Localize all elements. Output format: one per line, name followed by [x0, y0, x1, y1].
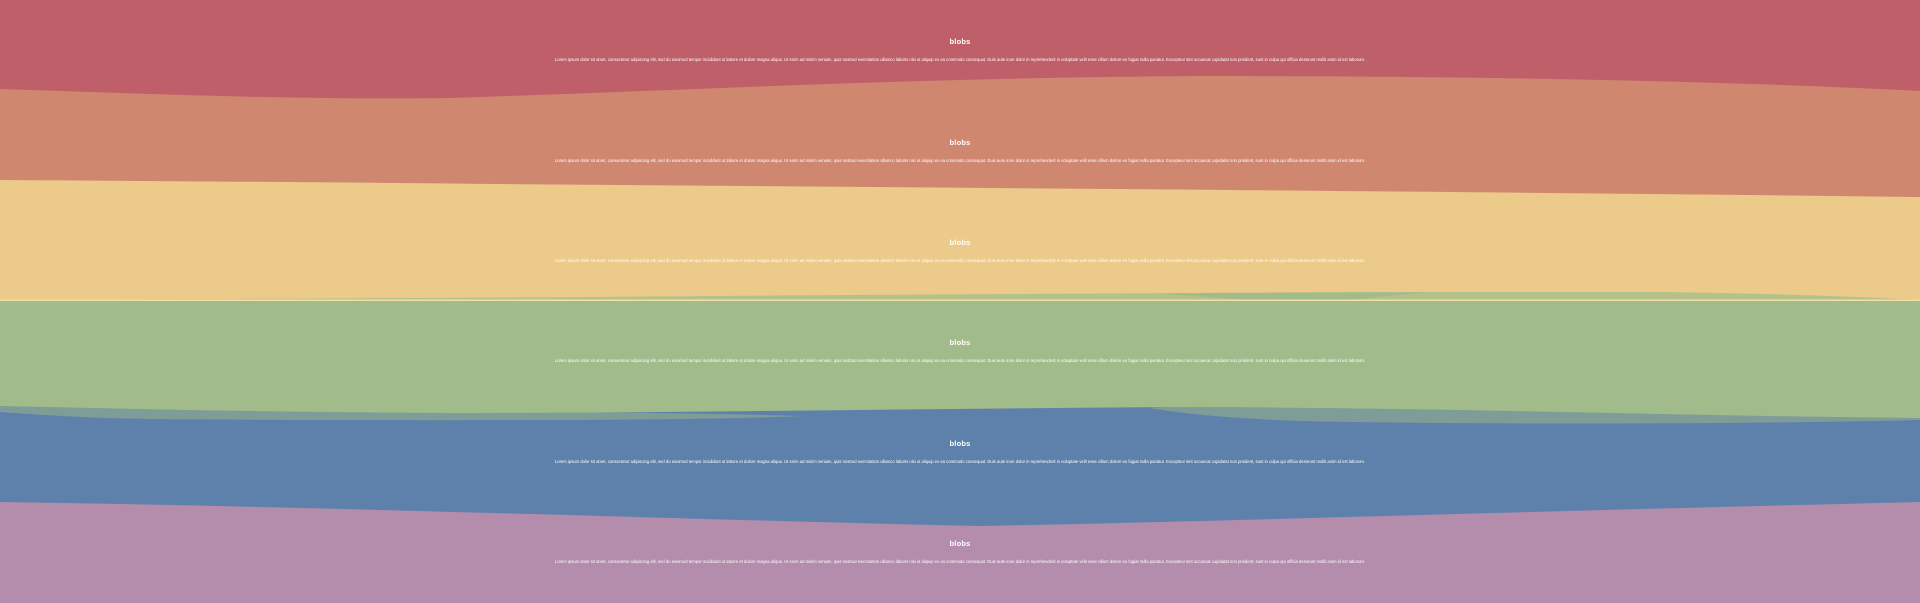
separator-line	[0, 299, 1920, 301]
section-1-title: blobs	[949, 37, 971, 46]
section-3-title: blobs	[949, 238, 971, 247]
section-1-text: Lorem ipsum dolor sit amet, consectetur …	[554, 57, 1366, 62]
section-2: blobs Lorem ipsum dolor sit amet, consec…	[0, 138, 1920, 164]
section-2-text: Lorem ipsum dolor sit amet, consectetur …	[554, 158, 1366, 163]
section-5-title: blobs	[949, 439, 971, 448]
section-5: blobs Lorem ipsum dolor sit amet, consec…	[0, 439, 1920, 465]
section-4: blobs Lorem ipsum dolor sit amet, consec…	[0, 338, 1920, 364]
section-4-title: blobs	[949, 338, 971, 347]
band-red	[0, 0, 1920, 99]
section-4-text: Lorem ipsum dolor sit amet, consectetur …	[554, 358, 1366, 363]
section-2-title: blobs	[949, 138, 971, 147]
section-6-text: Lorem ipsum dolor sit amet, consectetur …	[554, 559, 1366, 564]
section-1: blobs Lorem ipsum dolor sit amet, consec…	[0, 37, 1920, 63]
section-6-title: blobs	[949, 539, 971, 548]
section-3-text: Lorem ipsum dolor sit amet, consectetur …	[554, 258, 1366, 263]
section-6: blobs Lorem ipsum dolor sit amet, consec…	[0, 539, 1920, 565]
section-5-text: Lorem ipsum dolor sit amet, consectetur …	[554, 459, 1366, 464]
section-3: blobs Lorem ipsum dolor sit amet, consec…	[0, 238, 1920, 264]
